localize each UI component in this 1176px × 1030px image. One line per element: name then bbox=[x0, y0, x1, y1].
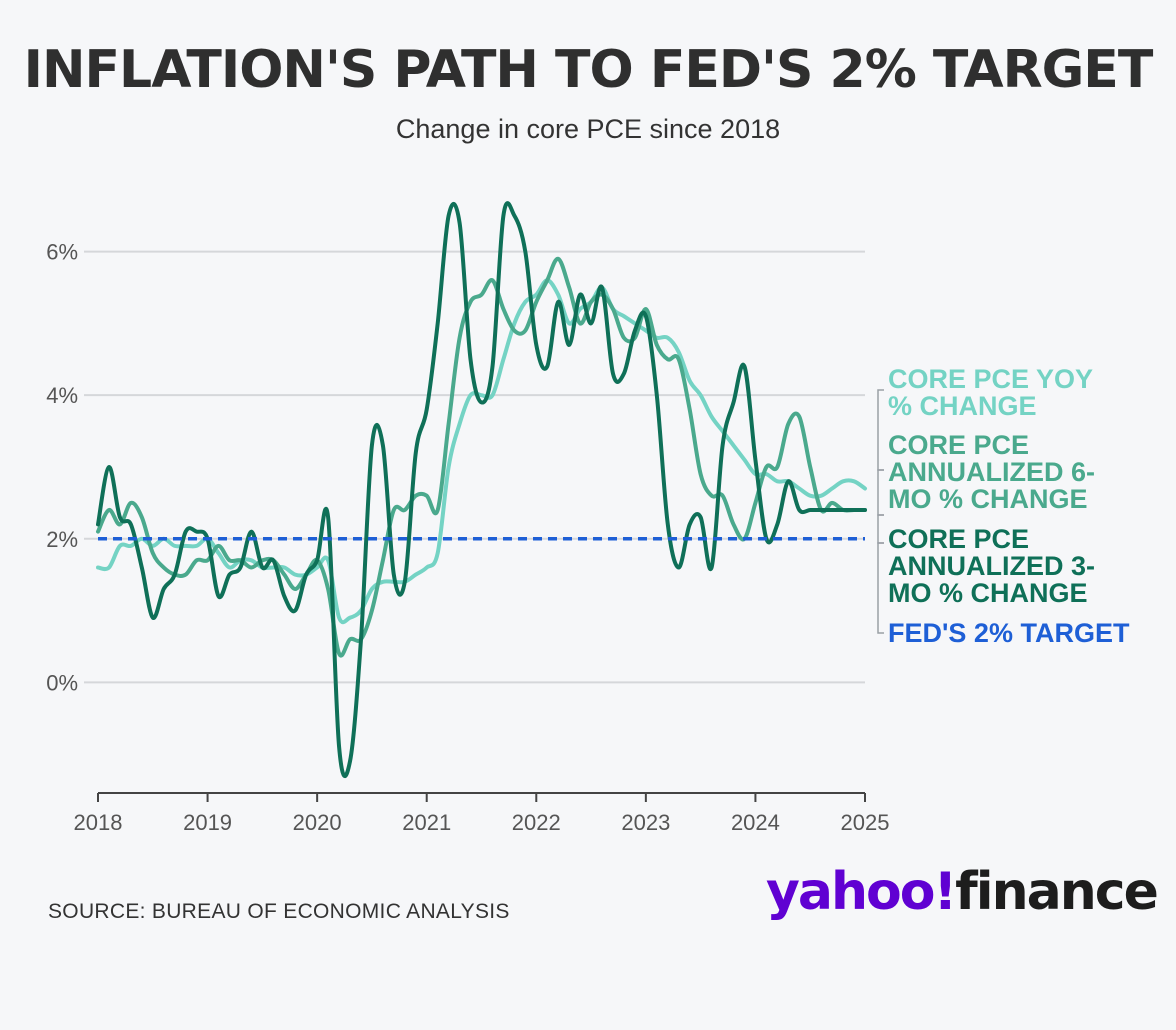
x-tick-label: 2024 bbox=[731, 810, 780, 835]
series-lines bbox=[96, 201, 867, 779]
x-axis: 2018 2019 2020 2021 2022 2023 2024 2025 bbox=[74, 792, 890, 835]
bracket-yoy bbox=[877, 389, 884, 471]
series-line-core-pce-yoy bbox=[96, 278, 867, 625]
y-tick-label: 6% bbox=[46, 240, 78, 265]
logo-brand: yahoo! bbox=[766, 862, 957, 922]
x-tick-label: 2021 bbox=[402, 810, 451, 835]
x-tick-label: 2020 bbox=[293, 810, 342, 835]
legend-core-pce-yoy: CORE PCE YOY % CHANGE bbox=[888, 364, 1093, 421]
bracket-6mo bbox=[877, 469, 884, 516]
yahoo-finance-logo: yahoo!finance bbox=[766, 862, 1159, 922]
x-tick-label: 2018 bbox=[74, 810, 123, 835]
series-line-core-pce-3mo bbox=[96, 201, 867, 779]
source-note: SOURCE: BUREAU OF ECONOMIC ANALYSIS bbox=[48, 900, 510, 923]
y-tick-label: 2% bbox=[46, 527, 78, 552]
x-tick-label: 2022 bbox=[512, 810, 561, 835]
bracket-3mo bbox=[877, 514, 884, 544]
y-tick-label: 0% bbox=[46, 670, 78, 695]
line-chart: 0% 2% 4% 6% 2018 2019 2020 2021 2022 2023 2024 202… bbox=[46, 201, 890, 835]
x-tick-label: 2025 bbox=[841, 810, 890, 835]
x-tick-label: 2019 bbox=[183, 810, 232, 835]
y-tick-label: 4% bbox=[46, 383, 78, 408]
series-line-core-pce-6mo bbox=[96, 256, 867, 658]
chart-subtitle: Change in core PCE since 2018 bbox=[395, 114, 781, 144]
x-tick-label: 2023 bbox=[621, 810, 670, 835]
logo-product: finance bbox=[955, 862, 1159, 922]
gridlines: 0% 2% 4% 6% bbox=[46, 240, 865, 695]
legend-fed-target: FED'S 2% TARGET bbox=[888, 618, 1130, 648]
legend-core-pce-6mo: CORE PCE ANNUALIZED 6-MO % CHANGE bbox=[888, 430, 1095, 514]
bracket-fed bbox=[877, 542, 884, 634]
chart-title: INFLATION'S PATH TO FED'S 2% TARGET bbox=[23, 40, 1154, 100]
legend-brackets bbox=[877, 389, 884, 634]
legend-core-pce-3mo: CORE PCE ANNUALIZED 3-MO % CHANGE bbox=[888, 524, 1095, 608]
